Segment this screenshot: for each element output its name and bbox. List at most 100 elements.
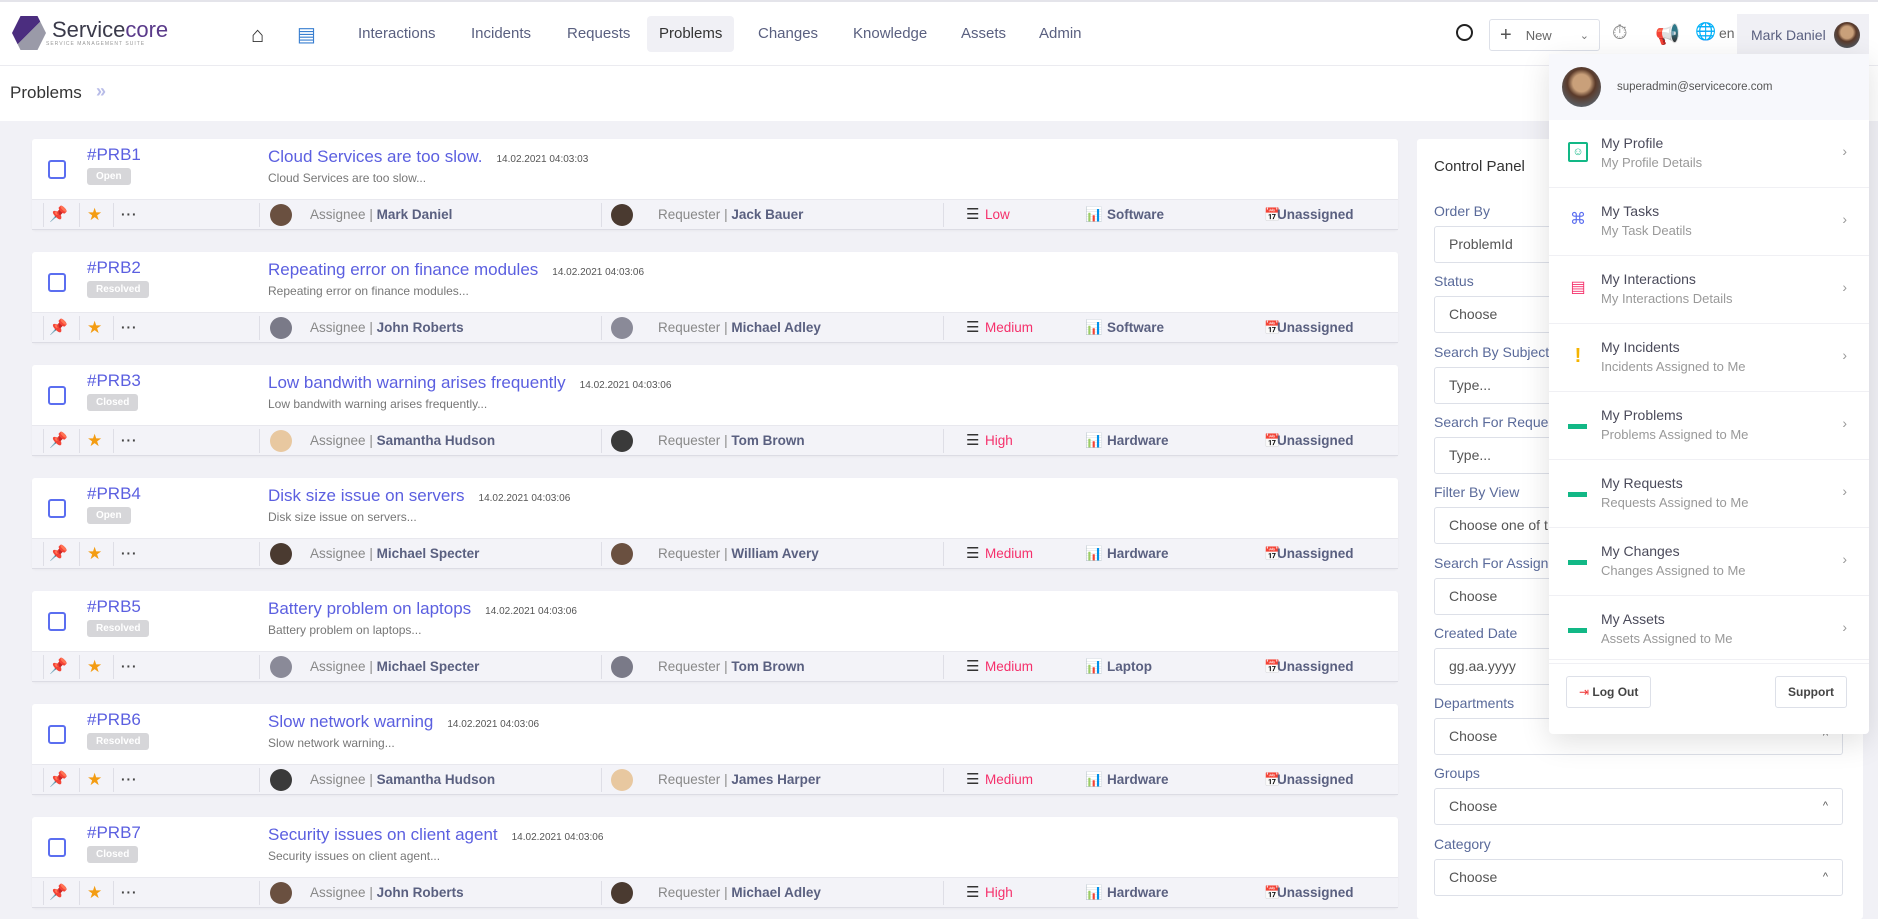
requester-name[interactable]: Tom Brown (731, 433, 805, 448)
new-button[interactable]: + New ⌄ (1489, 19, 1600, 51)
favorite-star-icon[interactable]: ★ (87, 431, 103, 450)
user-menu-item-my-tasks[interactable]: ⌘ My Tasks My Task Deatils › (1549, 188, 1869, 256)
select-checkbox[interactable] (48, 612, 66, 631)
user-menu-item-my-requests[interactable]: My Requests Requests Assigned to Me › (1549, 460, 1869, 528)
priority-value: High (985, 433, 1013, 448)
favorite-star-icon[interactable]: ★ (87, 318, 103, 337)
filter-input[interactable]: Choose ^ (1434, 858, 1843, 896)
problem-id[interactable]: #PRB5 (87, 597, 141, 616)
logout-button[interactable]: ⇥ Log Out (1566, 676, 1652, 708)
problem-title[interactable]: Low bandwith warning arises frequently (268, 373, 566, 392)
select-checkbox[interactable] (48, 160, 66, 179)
more-options-icon[interactable]: ··· (121, 659, 138, 674)
assignee-name[interactable]: Michael Specter (376, 546, 480, 561)
chevron-right-icon: › (1842, 347, 1847, 363)
assignee-name[interactable]: Samantha Hudson (376, 433, 496, 448)
group-value: Unassigned (1277, 885, 1354, 900)
favorite-star-icon[interactable]: ★ (87, 205, 103, 224)
problem-card[interactable]: #PRB6 Resolved Slow network warning 14.02… (32, 704, 1398, 795)
calendar-icon[interactable]: ▤ (297, 24, 316, 46)
favorite-star-icon[interactable]: ★ (87, 883, 103, 902)
tab-problems[interactable]: Problems (647, 16, 735, 52)
more-options-icon[interactable]: ··· (121, 885, 138, 900)
timer-icon[interactable]: ⏱ (1612, 22, 1628, 44)
problem-card[interactable]: #PRB4 Open Disk size issue on servers 14.… (32, 478, 1398, 569)
favorite-star-icon[interactable]: ★ (87, 657, 103, 676)
more-options-icon[interactable]: ··· (121, 546, 138, 561)
user-menu-item-my-assets[interactable]: My Assets Assets Assigned to Me › (1549, 596, 1869, 664)
tab-admin[interactable]: Admin (1039, 25, 1082, 42)
user-menu-item-my-problems[interactable]: My Problems Problems Assigned to Me › (1549, 392, 1869, 460)
problem-card[interactable]: #PRB1 Open Cloud Services are too slow. 1… (32, 139, 1398, 230)
problem-id[interactable]: #PRB1 (87, 145, 141, 164)
user-menu-item-my-interactions[interactable]: ▤ My Interactions My Interactions Details… (1549, 256, 1869, 324)
problem-id[interactable]: #PRB7 (87, 823, 141, 842)
avatar (1562, 67, 1601, 107)
assignee-name[interactable]: John Roberts (376, 885, 464, 900)
tab-requests[interactable]: Requests (567, 25, 631, 42)
favorite-star-icon[interactable]: ★ (87, 544, 103, 563)
problem-id[interactable]: #PRB4 (87, 484, 141, 503)
pin-icon[interactable]: 📌 (49, 319, 68, 336)
problem-title[interactable]: Battery problem on laptops (268, 599, 472, 618)
user-menu-item-my-profile[interactable]: ☺ My Profile My Profile Details › (1549, 120, 1869, 188)
assignee-name[interactable]: Michael Specter (376, 659, 480, 674)
select-checkbox[interactable] (48, 725, 66, 744)
requester-name[interactable]: Tom Brown (731, 659, 805, 674)
problem-id[interactable]: #PRB2 (87, 258, 141, 277)
problem-id[interactable]: #PRB3 (87, 371, 141, 390)
assignee-name[interactable]: Samantha Hudson (376, 772, 496, 787)
home-icon[interactable]: ⌂ (251, 22, 265, 47)
pin-icon[interactable]: 📌 (49, 658, 68, 675)
problem-card[interactable]: #PRB5 Resolved Battery problem on laptop… (32, 591, 1398, 682)
problem-title[interactable]: Repeating error on finance modules (268, 260, 539, 279)
requester-name[interactable]: Jack Bauer (731, 207, 804, 222)
requester-name[interactable]: William Avery (731, 546, 819, 561)
assignee-name[interactable]: Mark Daniel (376, 207, 453, 222)
requester-label: Requester (658, 772, 721, 787)
more-options-icon[interactable]: ··· (121, 433, 138, 448)
tab-interactions[interactable]: Interactions (358, 25, 436, 42)
tab-assets[interactable]: Assets (961, 25, 1007, 42)
filter-input[interactable]: Choose ^ (1434, 788, 1843, 826)
pin-icon[interactable]: 📌 (49, 432, 68, 449)
problem-card[interactable]: #PRB3 Closed Low bandwith warning arises… (32, 365, 1398, 456)
pin-icon[interactable]: 📌 (49, 206, 68, 223)
more-options-icon[interactable]: ··· (121, 207, 138, 222)
problem-title[interactable]: Security issues on client agent (268, 825, 498, 844)
user-menu-item-my-changes[interactable]: My Changes Changes Assigned to Me › (1549, 528, 1869, 596)
tab-knowledge[interactable]: Knowledge (853, 25, 928, 42)
problem-title[interactable]: Cloud Services are too slow. (268, 147, 483, 166)
problem-title[interactable]: Slow network warning (268, 712, 434, 731)
search-icon[interactable] (1456, 24, 1473, 41)
select-checkbox[interactable] (48, 499, 66, 518)
more-options-icon[interactable]: ··· (121, 320, 138, 335)
menu-item-title: My Problems (1601, 407, 1683, 423)
user-menu-item-my-incidents[interactable]: ! My Incidents Incidents Assigned to Me › (1549, 324, 1869, 392)
tab-changes[interactable]: Changes (758, 25, 819, 42)
requester-name[interactable]: James Harper (731, 772, 821, 787)
language-label[interactable]: en (1719, 25, 1735, 41)
requester-name[interactable]: Michael Adley (731, 320, 821, 335)
user-menu-button[interactable]: Mark Daniel (1737, 14, 1869, 56)
pin-icon[interactable]: 📌 (49, 884, 68, 901)
logo[interactable]: Servicecore SERVICE MANAGEMENT SUITE (12, 16, 168, 50)
problem-id[interactable]: #PRB6 (87, 710, 141, 729)
select-checkbox[interactable] (48, 273, 66, 292)
assignee-name[interactable]: John Roberts (376, 320, 464, 335)
select-checkbox[interactable] (48, 838, 66, 857)
tab-incidents[interactable]: Incidents (471, 25, 532, 42)
problem-card[interactable]: #PRB2 Resolved Repeating error on financ… (32, 252, 1398, 343)
select-checkbox[interactable] (48, 386, 66, 405)
support-button[interactable]: Support (1775, 676, 1847, 708)
more-options-icon[interactable]: ··· (121, 772, 138, 787)
favorite-star-icon[interactable]: ★ (87, 770, 103, 789)
announcement-icon[interactable]: 📢 (1655, 24, 1680, 46)
pin-icon[interactable]: 📌 (49, 545, 68, 562)
language-icon[interactable]: 🌐 (1695, 22, 1717, 41)
pin-icon[interactable]: 📌 (49, 771, 68, 788)
card-footer: 📌 ★ ··· Assignee | Michael Specter Reque… (32, 538, 1398, 569)
problem-title[interactable]: Disk size issue on servers (268, 486, 465, 505)
problem-card[interactable]: #PRB7 Closed Security issues on client a… (32, 817, 1398, 908)
requester-name[interactable]: Michael Adley (731, 885, 821, 900)
